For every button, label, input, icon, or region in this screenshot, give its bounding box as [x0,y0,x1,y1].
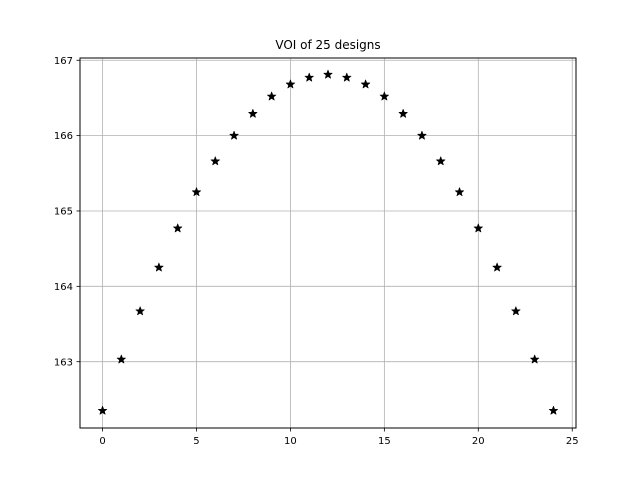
data-point [454,187,465,197]
data-point [116,354,126,364]
data-point [154,262,164,272]
data-point [379,91,389,101]
y-tick-label: 167 [54,56,73,67]
data-point [135,306,145,316]
y-tick-label: 166 [54,131,73,142]
x-tick-label: 10 [284,436,297,447]
data-point [361,79,371,89]
x-tick-label: 0 [99,436,105,447]
data-points [97,69,559,415]
data-point [530,354,540,364]
plot-area [80,58,576,428]
data-point [436,156,446,166]
data-point [417,130,427,140]
data-point [473,223,483,233]
data-point [511,306,521,316]
x-tick-label: 15 [378,436,391,447]
grid [80,58,576,428]
x-tick-label: 20 [472,436,485,447]
data-point [248,108,258,118]
data-point [191,187,202,197]
data-point [398,108,408,118]
chart-title: VOI of 25 designs [275,38,380,52]
data-point [492,262,502,272]
data-point [342,72,352,82]
data-point [229,130,239,140]
y-tick-label: 164 [54,282,73,293]
data-point [304,72,314,82]
plot-frame [79,57,577,429]
data-point [548,405,559,415]
data-point [267,91,277,101]
x-tick-label: 25 [566,436,579,447]
data-point [210,156,220,166]
data-point [173,223,183,233]
y-tick-label: 163 [54,357,73,368]
axis-ticks: 0 5 10 15 20 25 163 164 165 166 167 [54,56,579,447]
data-point [323,69,333,79]
y-tick-label: 165 [54,207,73,218]
data-point [285,79,295,89]
x-tick-label: 5 [193,436,199,447]
data-point [97,405,108,415]
